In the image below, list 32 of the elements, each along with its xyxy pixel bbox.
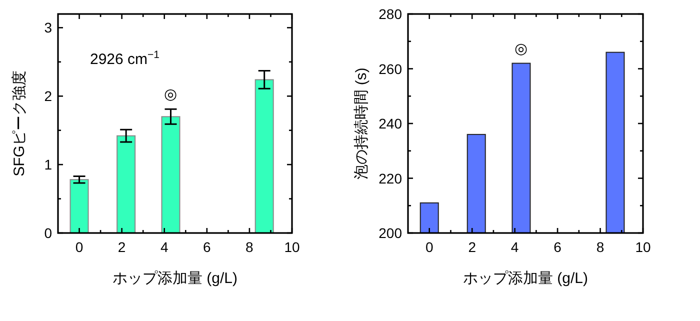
y-axis-title: SFGピーク強度	[11, 70, 28, 176]
y-tick-label: 240	[378, 116, 402, 132]
annotation: ◎	[164, 86, 178, 104]
x-tick-label: 4	[510, 239, 519, 255]
x-tick-label: 6	[554, 239, 562, 255]
x-tick-label: 10	[635, 239, 651, 255]
bar	[116, 135, 136, 234]
x-tick-label: 0	[75, 239, 84, 255]
y-tick-label: 260	[378, 60, 402, 77]
x-tick-label: 4	[160, 239, 168, 255]
y-tick-label: 1	[44, 156, 52, 173]
y-tick-label: 2	[44, 88, 52, 104]
x-axis-title: ホップ添加量 (g/L)	[112, 270, 238, 287]
annotation: 2926 cm$^{−1}$	[90, 49, 160, 68]
x-tick-label: 6	[203, 239, 212, 255]
y-tick-label: 3	[44, 20, 52, 36]
y-axis-title: 泡の持続時間 (s)	[353, 68, 370, 180]
bar	[70, 179, 89, 234]
y-tick-label: 200	[378, 225, 402, 241]
y-tick-label: 220	[378, 170, 402, 186]
x-tick-label: 10	[284, 239, 300, 255]
annotation: ◎	[514, 40, 528, 58]
x-tick-label: 0	[425, 239, 434, 255]
y-tick-label: 280	[378, 6, 402, 22]
x-tick-label: 8	[246, 239, 254, 255]
y-tick-label: 0	[44, 225, 52, 241]
x-tick-label: 8	[596, 239, 604, 255]
bar	[254, 79, 274, 234]
x-tick-label: 2	[118, 239, 126, 255]
bar	[161, 116, 180, 234]
x-tick-label: 2	[468, 239, 476, 255]
x-axis-title: ホップ添加量 (g/L)	[462, 270, 588, 287]
